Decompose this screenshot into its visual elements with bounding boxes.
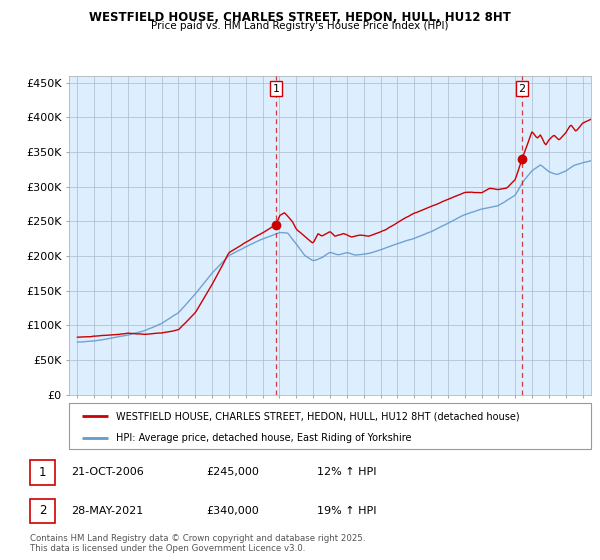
Text: 12% ↑ HPI: 12% ↑ HPI [317, 468, 377, 478]
Text: 1: 1 [272, 83, 280, 94]
Text: 1: 1 [38, 466, 46, 479]
Text: 28-MAY-2021: 28-MAY-2021 [71, 506, 143, 516]
Text: Contains HM Land Registry data © Crown copyright and database right 2025.
This d: Contains HM Land Registry data © Crown c… [30, 534, 365, 553]
Text: WESTFIELD HOUSE, CHARLES STREET, HEDON, HULL, HU12 8HT (detached house): WESTFIELD HOUSE, CHARLES STREET, HEDON, … [116, 411, 520, 421]
FancyBboxPatch shape [30, 498, 55, 524]
FancyBboxPatch shape [30, 460, 55, 485]
FancyBboxPatch shape [69, 403, 591, 449]
Text: HPI: Average price, detached house, East Riding of Yorkshire: HPI: Average price, detached house, East… [116, 433, 412, 442]
Text: 2: 2 [38, 505, 46, 517]
Text: £340,000: £340,000 [206, 506, 259, 516]
Text: £245,000: £245,000 [206, 468, 260, 478]
Text: 2: 2 [518, 83, 526, 94]
Text: 19% ↑ HPI: 19% ↑ HPI [317, 506, 377, 516]
Text: Price paid vs. HM Land Registry's House Price Index (HPI): Price paid vs. HM Land Registry's House … [151, 21, 449, 31]
Text: WESTFIELD HOUSE, CHARLES STREET, HEDON, HULL, HU12 8HT: WESTFIELD HOUSE, CHARLES STREET, HEDON, … [89, 11, 511, 24]
Text: 21-OCT-2006: 21-OCT-2006 [71, 468, 144, 478]
